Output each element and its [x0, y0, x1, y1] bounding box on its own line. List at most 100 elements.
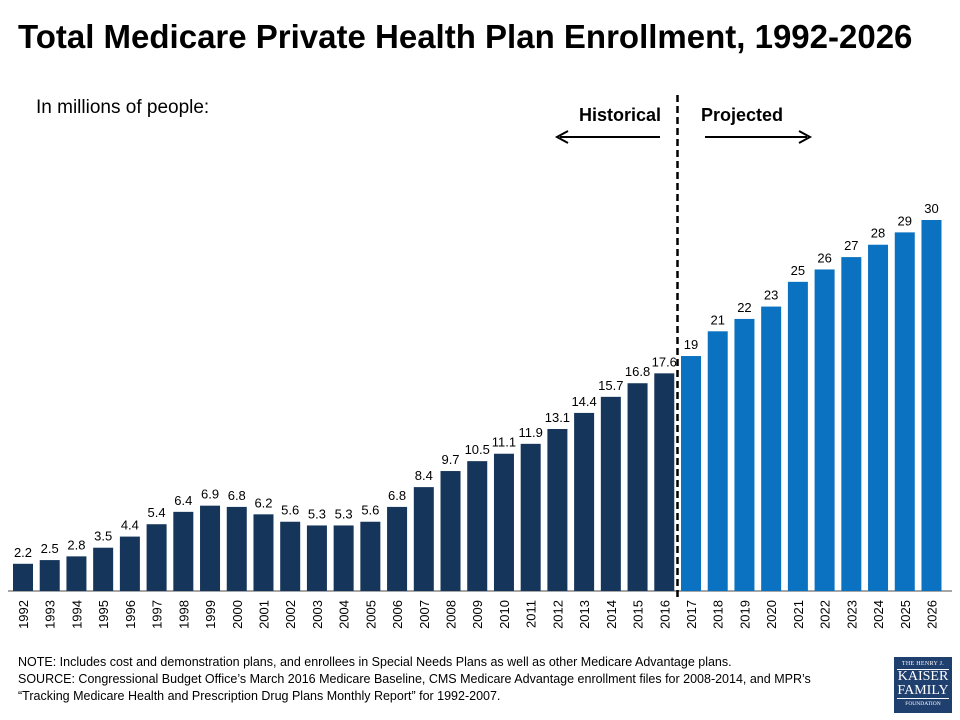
data-label-1997: 5.4	[148, 505, 166, 520]
x-tick-label-2017: 2017	[684, 600, 699, 629]
x-tick-label-2012: 2012	[550, 600, 565, 629]
bar-2023	[841, 257, 862, 591]
bar-1996	[119, 536, 140, 591]
bar-1999	[200, 505, 221, 591]
x-tick-label-2020: 2020	[764, 600, 779, 629]
bar-2022	[814, 269, 835, 591]
x-tick-label-2006: 2006	[390, 600, 405, 629]
left-arrow-icon	[554, 130, 569, 144]
bar-2015	[627, 383, 648, 591]
x-tick-label-1993: 1993	[43, 600, 58, 629]
data-label-2004: 5.3	[335, 506, 353, 521]
bar-2009	[467, 461, 488, 591]
data-label-2016: 17.6	[652, 354, 677, 369]
bar-1998	[173, 511, 194, 591]
bar-2011	[520, 443, 541, 591]
x-tick-label-2011: 2011	[524, 600, 539, 628]
x-tick-label-1995: 1995	[96, 600, 111, 629]
x-tick-label-2021: 2021	[791, 600, 806, 629]
data-label-2014: 15.7	[598, 378, 623, 393]
data-label-2012: 13.1	[545, 410, 570, 425]
x-tick-label-2003: 2003	[310, 600, 325, 629]
bar-2019	[734, 318, 755, 591]
x-tick-label-2026: 2026	[924, 600, 939, 629]
bar-2008	[440, 471, 461, 591]
x-tick-label-2023: 2023	[844, 600, 859, 629]
data-label-2024: 28	[871, 226, 885, 241]
unit-label: In millions of people:	[36, 97, 210, 118]
bar-2010	[493, 453, 514, 591]
x-tick-label-2022: 2022	[818, 600, 833, 629]
data-label-1999: 6.9	[201, 487, 219, 502]
bar-2020	[761, 306, 782, 591]
data-label-2002: 5.6	[281, 503, 299, 518]
x-tick-label-2014: 2014	[604, 600, 619, 629]
x-tick-label-1996: 1996	[123, 600, 138, 629]
chart-title: Total Medicare Private Health Plan Enrol…	[18, 18, 913, 55]
data-label-2019: 22	[737, 300, 751, 315]
x-tick-label-2001: 2001	[256, 600, 271, 629]
x-tick-label-2009: 2009	[470, 600, 485, 629]
x-tick-label-2007: 2007	[417, 600, 432, 629]
x-tick-label-2016: 2016	[657, 600, 672, 629]
bar-1993	[39, 560, 60, 591]
bar-2006	[387, 506, 408, 591]
bar-2000	[226, 506, 247, 591]
data-label-1998: 6.4	[174, 493, 192, 508]
x-tick-label-2005: 2005	[363, 600, 378, 629]
data-label-2017: 19	[684, 337, 698, 352]
bar-2007	[413, 487, 434, 591]
x-tick-label-2004: 2004	[337, 600, 352, 629]
x-tick-label-2015: 2015	[631, 600, 646, 629]
data-label-1994: 2.8	[67, 537, 85, 552]
bar-2012	[547, 428, 568, 591]
bar-1995	[93, 547, 114, 591]
bar-2016	[654, 373, 675, 591]
x-tick-label-2024: 2024	[871, 600, 886, 629]
x-tick-label-2000: 2000	[230, 600, 245, 629]
bar-2013	[574, 412, 595, 591]
bar-2014	[600, 396, 621, 591]
data-label-2005: 5.6	[361, 503, 379, 518]
data-label-2015: 16.8	[625, 364, 650, 379]
x-tick-label-1998: 1998	[176, 600, 191, 629]
x-tick-label-2008: 2008	[444, 600, 459, 629]
footnotes: NOTE: Includes cost and demonstration pl…	[18, 654, 878, 705]
x-tick-label-2018: 2018	[711, 600, 726, 629]
data-label-2013: 14.4	[571, 394, 596, 409]
bar-1994	[66, 556, 87, 591]
bar-chart: 2.2 1992 2.5 1993 2.8 1994 3.5 1995 4.4 1996 5.4 19…	[8, 95, 952, 629]
data-label-2001: 6.2	[254, 495, 272, 510]
projected-label: Projected	[701, 105, 783, 125]
data-label-2025: 29	[898, 213, 912, 228]
data-label-2010: 11.1	[492, 435, 516, 450]
historical-label: Historical	[579, 105, 661, 125]
data-label-2006: 6.8	[388, 488, 406, 503]
source-text-2: “Tracking Medicare Health and Prescripti…	[18, 689, 501, 703]
x-tick-label-1992: 1992	[16, 600, 31, 629]
data-label-1992: 2.2	[14, 545, 32, 560]
data-label-2021: 25	[791, 263, 805, 278]
data-label-2008: 9.7	[441, 452, 459, 467]
data-label-2018: 21	[710, 312, 724, 327]
data-label-1996: 4.4	[121, 518, 139, 533]
x-tick-label-2025: 2025	[898, 600, 913, 629]
source-text: SOURCE: Congressional Budget Office’s Ma…	[18, 672, 811, 686]
bar-1997	[146, 524, 167, 591]
bar-2005	[360, 521, 381, 591]
bar-2002	[280, 521, 301, 591]
data-label-2011: 11.9	[519, 425, 543, 440]
bar-2003	[306, 525, 327, 591]
x-tick-label-1997: 1997	[150, 600, 165, 629]
data-label-2022: 26	[817, 250, 831, 265]
data-label-1993: 2.5	[41, 541, 59, 556]
x-tick-label-2010: 2010	[497, 600, 512, 629]
data-label-2000: 6.8	[228, 488, 246, 503]
bar-2004	[333, 525, 354, 591]
bar-2024	[868, 244, 889, 591]
data-label-2009: 10.5	[465, 442, 490, 457]
x-tick-label-1999: 1999	[203, 600, 218, 629]
data-label-2026: 30	[924, 201, 938, 216]
x-tick-label-1994: 1994	[69, 600, 84, 629]
